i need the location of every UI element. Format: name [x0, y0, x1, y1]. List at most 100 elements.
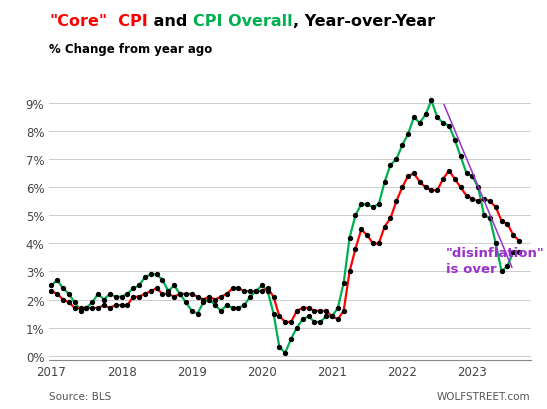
Point	[299, 316, 307, 323]
Point	[158, 277, 167, 283]
Point	[427, 98, 436, 104]
Point	[252, 288, 260, 294]
Point	[59, 285, 67, 292]
Point	[59, 297, 67, 303]
Point	[380, 179, 389, 186]
Point	[287, 319, 295, 326]
Point	[129, 294, 138, 300]
Point	[135, 283, 143, 289]
Point	[439, 120, 447, 127]
Point	[123, 302, 132, 309]
Point	[263, 285, 272, 292]
Point	[164, 288, 173, 294]
Point	[199, 297, 208, 303]
Point	[386, 216, 395, 222]
Point	[223, 291, 231, 297]
Point	[421, 184, 430, 191]
Point	[193, 310, 202, 317]
Point	[398, 143, 406, 149]
Point	[497, 218, 506, 225]
Point	[106, 305, 114, 311]
Point	[228, 285, 237, 292]
Point	[240, 288, 249, 294]
Point	[304, 305, 313, 311]
Point	[117, 302, 126, 309]
Point	[164, 291, 173, 297]
Point	[445, 123, 453, 130]
Point	[421, 112, 430, 119]
Point	[82, 305, 91, 311]
Point	[462, 193, 471, 200]
Point	[246, 294, 254, 300]
Point	[439, 176, 447, 183]
Point	[345, 269, 354, 275]
Point	[357, 227, 365, 233]
Point	[135, 294, 143, 300]
Point	[100, 297, 108, 303]
Point	[293, 308, 301, 314]
Point	[503, 263, 512, 270]
Point	[281, 350, 289, 356]
Point	[310, 319, 319, 326]
Point	[334, 305, 342, 311]
Point	[491, 204, 500, 211]
Point	[386, 162, 395, 169]
Point	[252, 288, 260, 294]
Point	[176, 291, 184, 297]
Point	[456, 154, 465, 160]
Point	[205, 294, 213, 300]
Point	[334, 316, 342, 323]
Point	[53, 291, 62, 297]
Point	[304, 313, 313, 320]
Point	[404, 131, 412, 138]
Point	[53, 277, 62, 283]
Point	[515, 238, 523, 244]
Point	[182, 299, 190, 306]
Text: % Change from year ago: % Change from year ago	[49, 43, 212, 56]
Point	[234, 285, 243, 292]
Point	[187, 291, 196, 297]
Point	[363, 201, 371, 208]
Point	[450, 176, 459, 183]
Point	[515, 249, 523, 256]
Point	[152, 285, 161, 292]
Point	[65, 299, 73, 306]
Point	[392, 199, 401, 205]
Point	[351, 246, 360, 253]
Point	[491, 240, 500, 247]
Point	[503, 221, 512, 227]
Point	[433, 187, 441, 194]
Point	[199, 299, 208, 306]
Point	[322, 313, 330, 320]
Point	[211, 297, 219, 303]
Point	[299, 305, 307, 311]
Point	[82, 305, 91, 311]
Point	[445, 168, 453, 174]
Point	[369, 240, 377, 247]
Point	[263, 288, 272, 294]
Point	[88, 305, 97, 311]
Point	[205, 297, 213, 303]
Point	[380, 224, 389, 230]
Text: and: and	[148, 14, 193, 29]
Point	[211, 302, 219, 309]
Point	[187, 308, 196, 314]
Point	[486, 199, 494, 205]
Point	[117, 294, 126, 300]
Point	[468, 173, 477, 180]
Point	[258, 288, 266, 294]
Point	[415, 179, 424, 186]
Point	[170, 283, 178, 289]
Point	[76, 305, 85, 311]
Point	[182, 291, 190, 297]
Point	[141, 291, 149, 297]
Point	[415, 120, 424, 127]
Point	[398, 184, 406, 191]
Point	[240, 302, 249, 309]
Point	[497, 269, 506, 275]
Text: Source: BLS: Source: BLS	[49, 391, 112, 401]
Point	[486, 216, 494, 222]
Point	[234, 305, 243, 311]
Point	[474, 184, 482, 191]
Point	[111, 302, 120, 309]
